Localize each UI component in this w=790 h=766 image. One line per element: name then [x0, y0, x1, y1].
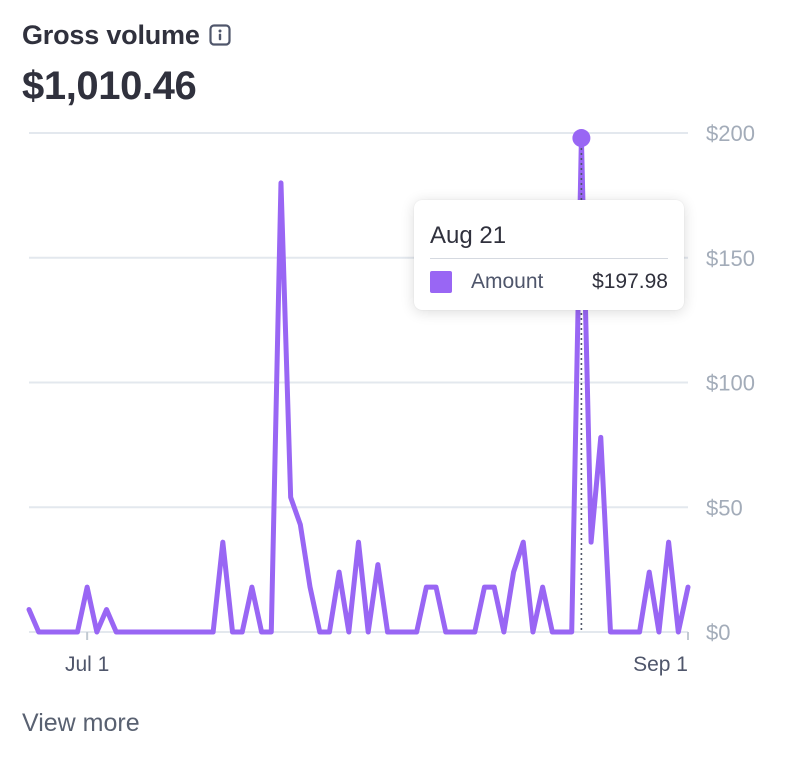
y-tick-label: $150 — [706, 246, 755, 271]
x-tick-label: Sep 1 — [633, 653, 688, 676]
y-axis-labels: $0 $50 $100 $150 $200 — [706, 121, 755, 645]
highlight-layer — [572, 129, 591, 632]
chart-title: Gross volume — [22, 19, 200, 50]
tooltip-series-name: Amount — [471, 270, 544, 293]
info-icon[interactable] — [209, 24, 231, 46]
series-color-swatch — [430, 271, 452, 293]
chart-tooltip: Aug 21 Amount $197.98 — [414, 200, 684, 310]
title-row: Gross volume — [22, 18, 231, 52]
y-tick-label: $100 — [706, 371, 755, 396]
total-value: $1,010.46 — [22, 64, 197, 108]
y-tick-label: $50 — [706, 495, 743, 520]
x-axis-labels: Jul 1 Sep 1 — [65, 632, 689, 676]
tooltip-date: Aug 21 — [430, 200, 668, 259]
tooltip-series-value: $197.98 — [592, 270, 668, 293]
y-tick-label: $200 — [706, 121, 755, 146]
highlighted-data-point — [572, 129, 591, 148]
view-more-link[interactable]: View more — [22, 709, 140, 737]
tooltip-row: Amount $197.98 — [430, 270, 668, 294]
y-tick-label: $0 — [706, 620, 730, 645]
gross-volume-chart[interactable]: $0 $50 $100 $150 $200 Jul 1 Sep 1 — [0, 0, 790, 700]
chart-header: Gross volume $1,010.46 — [22, 18, 231, 109]
x-tick-label: Jul 1 — [65, 653, 109, 676]
